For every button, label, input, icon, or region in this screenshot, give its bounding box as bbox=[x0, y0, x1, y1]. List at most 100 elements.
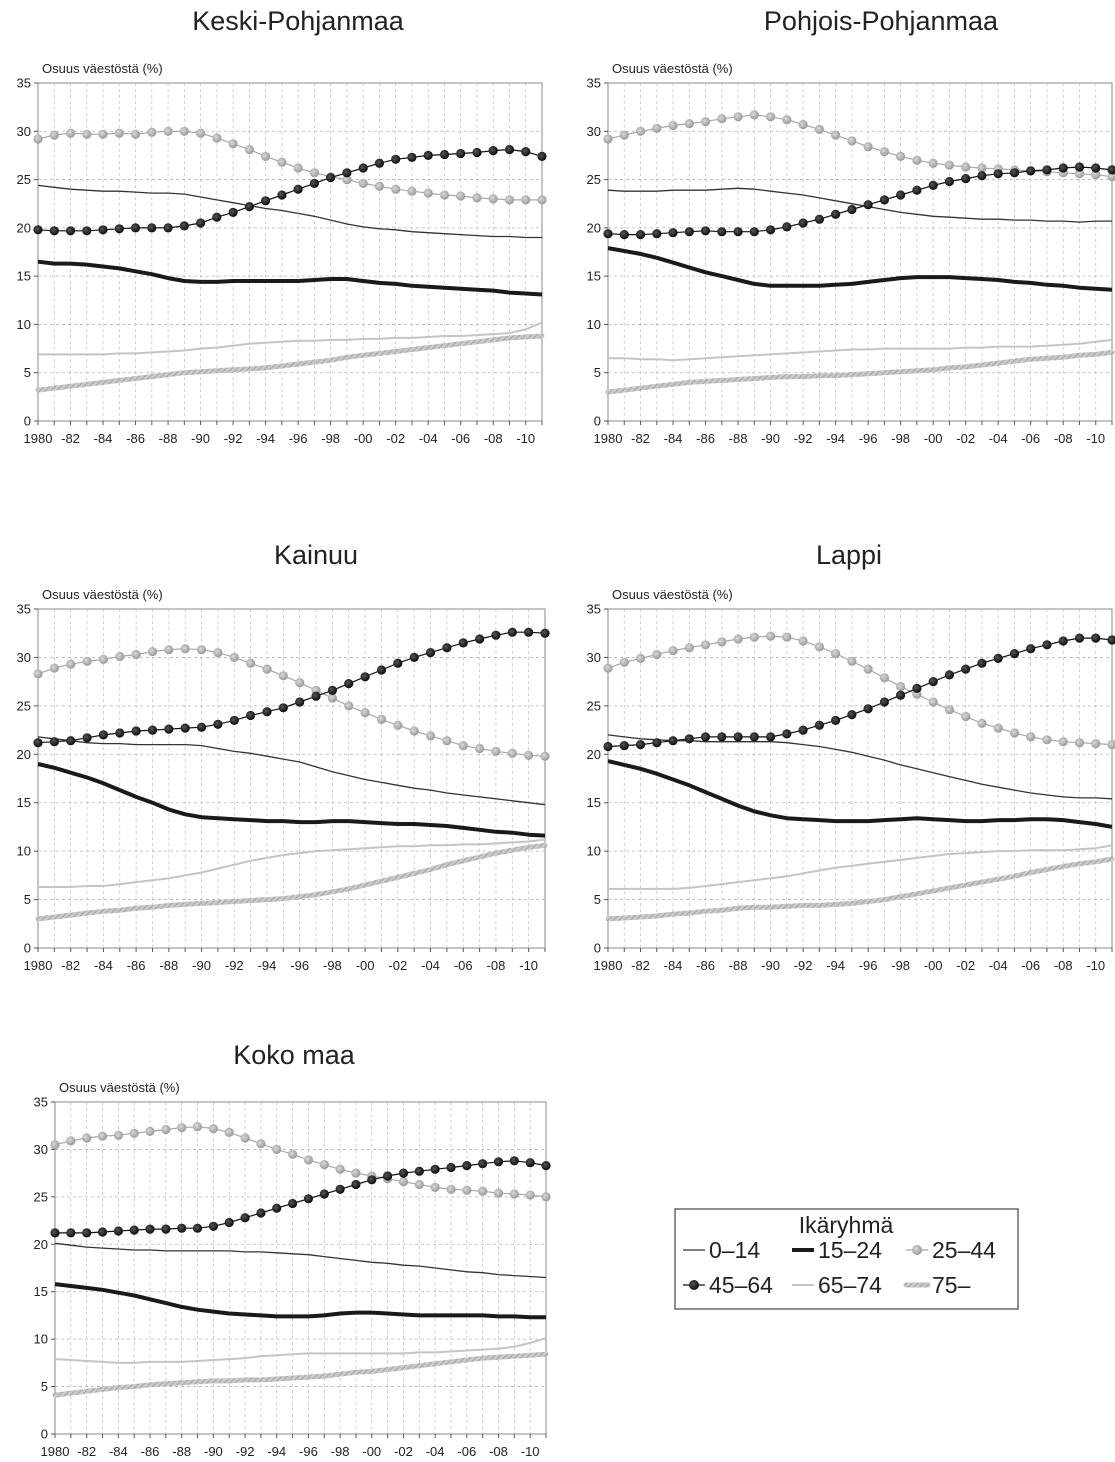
series-65–74 bbox=[608, 844, 1113, 890]
series-2-point-18 bbox=[327, 693, 337, 703]
x-tick-label: -84 bbox=[109, 1444, 128, 1459]
series-2-point-14 bbox=[831, 649, 841, 659]
legend-item-2: 25–44 bbox=[906, 1237, 996, 1263]
series-2-point-26 bbox=[462, 1185, 472, 1195]
series-3-point-12 bbox=[798, 725, 808, 735]
series-2-point-23 bbox=[977, 163, 987, 173]
series-3-point-21 bbox=[376, 665, 387, 675]
series-2-point-8 bbox=[164, 645, 174, 655]
series-3-point-20 bbox=[358, 163, 368, 173]
series-2-point-26 bbox=[1026, 732, 1036, 742]
chart-panel-lappi: Lappi Osuus väestöstä (%) 0 5 10 15 20 25 30 35 19… bbox=[587, 540, 1115, 973]
series-75– bbox=[35, 333, 545, 393]
x-tick-label: -02 bbox=[956, 431, 975, 446]
series-4-line bbox=[38, 838, 546, 888]
series-3-point-20 bbox=[928, 180, 938, 190]
series-3-point-5 bbox=[684, 734, 694, 744]
chart-title: Lappi bbox=[816, 540, 882, 570]
series-3-point-1 bbox=[49, 226, 59, 236]
series-3-point-20 bbox=[367, 1175, 377, 1185]
series-2-point-6 bbox=[700, 117, 711, 127]
series-2-point-16 bbox=[303, 1155, 313, 1165]
x-tick-label: -94 bbox=[826, 958, 845, 973]
series-2-point-10 bbox=[208, 1124, 218, 1134]
series-3-point-26 bbox=[456, 148, 466, 159]
series-3-point-22 bbox=[398, 1168, 409, 1178]
legend-item-3: 45–64 bbox=[683, 1272, 773, 1298]
series-3-point-17 bbox=[879, 697, 890, 707]
plot-area bbox=[607, 608, 1113, 949]
series-25–44 bbox=[603, 631, 1115, 750]
legend-label: 75– bbox=[932, 1272, 971, 1298]
series-3-point-10 bbox=[766, 225, 776, 235]
series-3-point-16 bbox=[295, 697, 305, 707]
series-5-line bbox=[35, 842, 548, 922]
x-tick-label: -00 bbox=[924, 431, 943, 446]
series-3-point-25 bbox=[439, 149, 450, 160]
x-tick-label: 1980 bbox=[41, 1444, 70, 1459]
series-3-point-14 bbox=[831, 715, 841, 726]
series-2-point-21 bbox=[944, 160, 955, 170]
y-tick-label: 30 bbox=[587, 124, 601, 139]
series-3-point-6 bbox=[131, 726, 141, 736]
series-3-point-13 bbox=[246, 710, 256, 721]
series-3-point-15 bbox=[277, 190, 287, 200]
x-tick-label: -04 bbox=[419, 431, 438, 446]
series-3-point-4 bbox=[98, 730, 108, 740]
series-3-point-24 bbox=[993, 169, 1003, 179]
x-tick-label: -00 bbox=[354, 431, 373, 446]
series-2-point-18 bbox=[896, 151, 906, 161]
x-tick-label: -98 bbox=[331, 1444, 350, 1459]
x-tick-label: -90 bbox=[192, 958, 211, 973]
series-4-line bbox=[38, 321, 543, 356]
series-45–64 bbox=[33, 145, 547, 236]
series-3-point-22 bbox=[393, 658, 403, 668]
series-2-point-11 bbox=[224, 1127, 234, 1137]
legend-item-0: 0–14 bbox=[683, 1237, 760, 1263]
series-2-point-23 bbox=[977, 718, 987, 728]
series-2-point-0 bbox=[33, 669, 43, 679]
x-tick-label: -06 bbox=[1021, 431, 1040, 446]
series-2-point-0 bbox=[33, 134, 43, 144]
series-45–64 bbox=[603, 633, 1115, 752]
series-2-point-10 bbox=[766, 112, 776, 122]
series-3-point-17 bbox=[311, 691, 321, 701]
series-3-point-18 bbox=[896, 190, 906, 200]
series-0-line bbox=[54, 1242, 547, 1279]
series-2-point-30 bbox=[525, 1190, 535, 1200]
series-2-point-15 bbox=[847, 136, 857, 146]
series-2-point-27 bbox=[472, 193, 482, 203]
series-3-point-31 bbox=[537, 151, 547, 161]
series-2-point-16 bbox=[293, 163, 303, 173]
legend-label: 15–24 bbox=[818, 1237, 882, 1263]
series-3-point-7 bbox=[147, 223, 157, 233]
series-3-point-10 bbox=[196, 218, 206, 228]
series-65–74 bbox=[38, 838, 546, 888]
series-3-point-9 bbox=[192, 1223, 203, 1233]
series-2-point-20 bbox=[928, 158, 938, 168]
series-2-point-9 bbox=[180, 644, 190, 654]
series-1-line bbox=[37, 762, 546, 838]
y-tick-label: 0 bbox=[594, 941, 601, 956]
series-3-point-27 bbox=[1042, 640, 1052, 650]
series-2-point-22 bbox=[393, 720, 403, 730]
series-2-point-16 bbox=[295, 678, 305, 688]
x-tick-label: -98 bbox=[323, 958, 342, 973]
x-tick-label: 1980 bbox=[594, 958, 623, 973]
series-75– bbox=[605, 856, 1115, 922]
y-axis-label: Osuus väestöstä (%) bbox=[42, 587, 163, 602]
x-tick-label: -92 bbox=[236, 1444, 255, 1459]
series-2-point-21 bbox=[376, 714, 387, 725]
series-2-point-8 bbox=[733, 634, 743, 644]
series-2-point-4 bbox=[98, 654, 108, 665]
legend-item-4: 65–74 bbox=[792, 1272, 882, 1298]
x-tick-label: -88 bbox=[159, 958, 178, 973]
series-25–44 bbox=[33, 126, 547, 205]
series-2-point-15 bbox=[847, 656, 857, 666]
series-3-point-5 bbox=[684, 227, 694, 237]
series-3-point-4 bbox=[98, 225, 108, 235]
series-3-point-2 bbox=[635, 740, 646, 750]
series-3-point-0 bbox=[33, 738, 43, 748]
series-3-point-26 bbox=[462, 1161, 472, 1171]
series-2-point-2 bbox=[635, 653, 646, 664]
